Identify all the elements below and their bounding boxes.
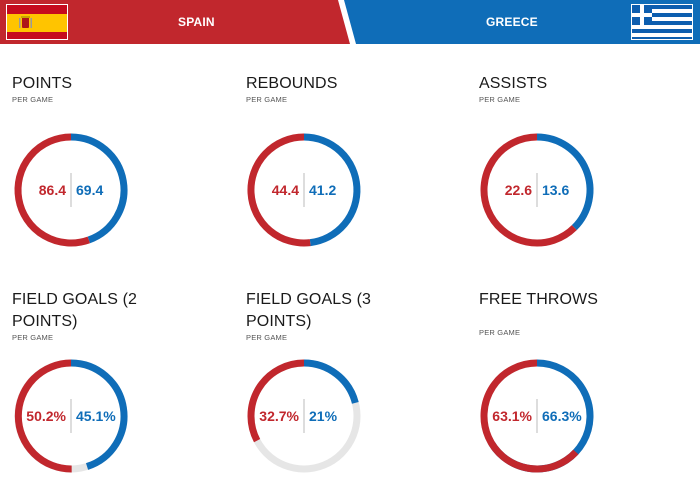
stat-title: ASSISTS [479, 75, 548, 92]
spain-arc [14, 133, 90, 247]
greece-arc [70, 359, 128, 470]
spain-value-label: 32.7% [259, 408, 299, 424]
donut-chart-assists: 22.6 13.6 [480, 133, 594, 247]
stat-points: POINTS PER GAME [12, 73, 232, 104]
spain-flag-icon [6, 4, 68, 40]
spain-value-label: 86.4 [39, 182, 66, 198]
spain-value-label: 50.2% [26, 408, 66, 424]
stat-subtitle: PER GAME [479, 328, 521, 337]
greece-arc [303, 133, 361, 247]
donut-chart-rebounds: 44.4 41.2 [247, 133, 361, 247]
spain-arc [14, 359, 72, 473]
spain-arc [480, 359, 579, 473]
greece-arc [70, 133, 128, 244]
spain-team-name: SPAIN [178, 15, 215, 29]
donut-chart-field-goals-2: 50.2% 45.1% [14, 359, 128, 473]
spain-arc [480, 133, 577, 247]
greece-arc [303, 359, 359, 404]
spain-value-label: 44.4 [272, 182, 299, 198]
stat-title: FIELD GOALS (3 POINTS) [246, 291, 371, 330]
spain-banner [0, 0, 354, 44]
donut-chart-free-throws: 63.1% 66.3% [480, 359, 594, 473]
header-background [0, 0, 700, 44]
stat-assists: ASSISTS PER GAME [479, 73, 699, 104]
greece-value-label: 41.2 [309, 182, 336, 198]
stat-subtitle: PER GAME [479, 95, 521, 104]
greece-banner [342, 0, 700, 44]
spain-arc [247, 133, 311, 247]
donut-chart-field-goals-3: 32.7% 21% [247, 359, 361, 473]
stat-subtitle: PER GAME [12, 95, 54, 104]
greece-flag-icon [631, 4, 693, 40]
stat-field-goals-3: FIELD GOALS (3 POINTS) PER GAME [246, 289, 396, 342]
stat-title: FREE THROWS [479, 291, 599, 308]
donut-chart-points: 86.4 69.4 [14, 133, 128, 247]
stat-subtitle: PER GAME [246, 95, 288, 104]
greece-value-label: 45.1% [76, 408, 116, 424]
stat-title: POINTS [12, 75, 73, 92]
stat-subtitle: PER GAME [246, 333, 288, 342]
greece-value-label: 69.4 [76, 182, 103, 198]
stat-title: REBOUNDS [246, 75, 338, 92]
spain-arc [247, 359, 305, 443]
stat-title: FIELD GOALS (2 POINTS) [12, 291, 137, 330]
spain-value-label: 22.6 [505, 182, 532, 198]
greece-value-label: 66.3% [542, 408, 582, 424]
banner-divider [338, 0, 356, 44]
spain-value-label: 63.1% [492, 408, 532, 424]
stat-field-goals-2: FIELD GOALS (2 POINTS) PER GAME [12, 289, 202, 342]
greece-team-name: GREECE [486, 15, 538, 29]
stat-rebounds: REBOUNDS PER GAME [246, 73, 466, 104]
greece-value-label: 21% [309, 408, 338, 424]
stat-free-throws: FREE THROWS PER GAME [479, 289, 699, 337]
greece-arc [536, 133, 594, 231]
stat-subtitle: PER GAME [12, 333, 54, 342]
greece-value-label: 13.6 [542, 182, 569, 198]
matchup-header: SPAIN GREECE [0, 0, 700, 44]
